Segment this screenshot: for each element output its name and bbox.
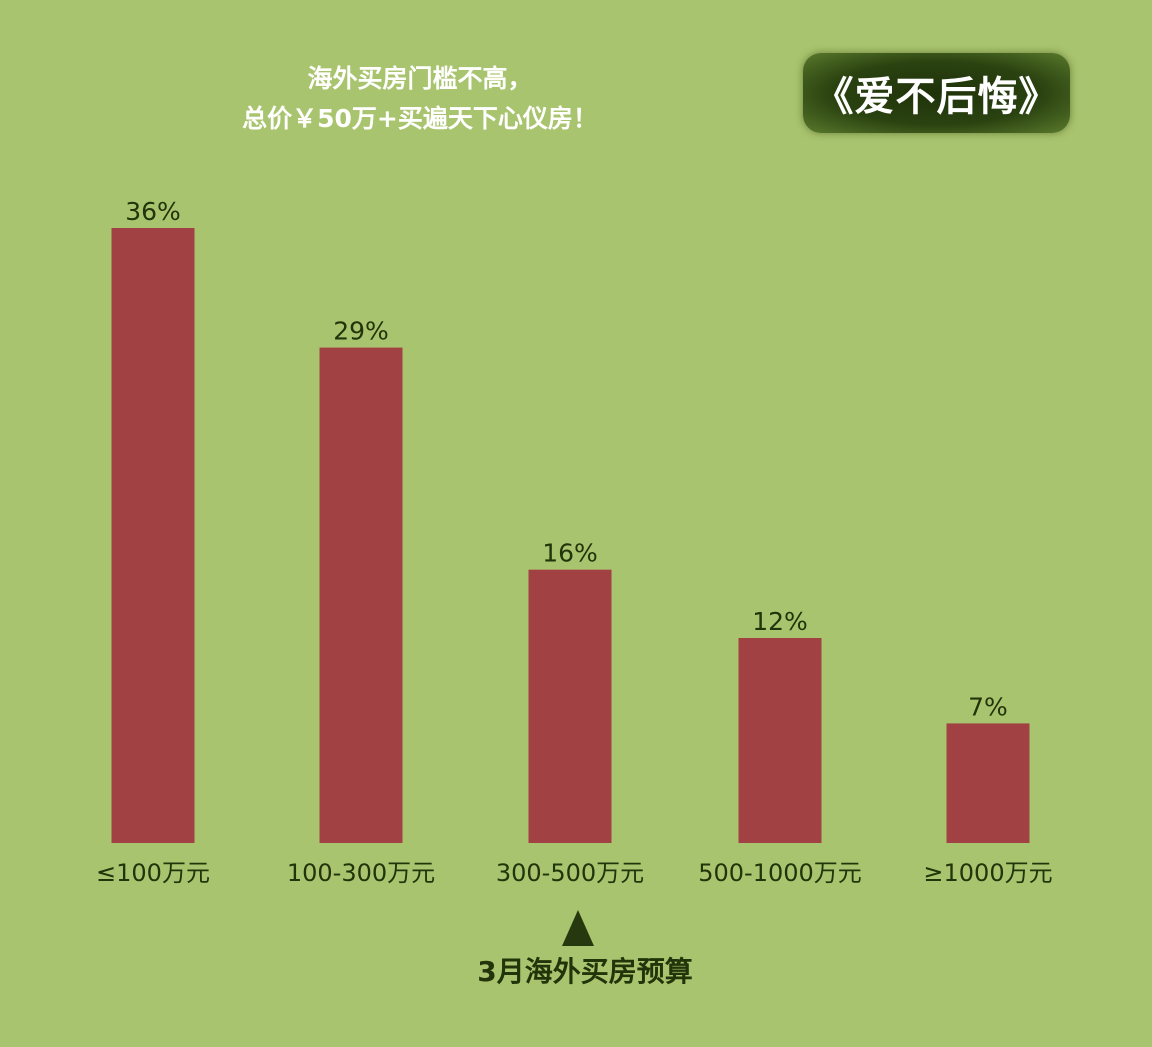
category-label-3: 500-1000万元: [698, 859, 862, 887]
category-label-1: 100-300万元: [287, 859, 435, 887]
category-label-4: ≥1000万元: [923, 859, 1052, 887]
subtitle-line-2: 总价￥50万+买遍天下心仪房！: [242, 104, 598, 133]
bar-4: [946, 723, 1030, 843]
x-axis-caption: 3月海外买房预算: [477, 955, 693, 988]
value-label-0: 36%: [125, 197, 181, 226]
value-label-2: 16%: [542, 539, 598, 568]
category-label-2: 300-500万元: [496, 859, 644, 887]
highlight-arrow-icon: [562, 910, 594, 946]
bar-3: [738, 638, 822, 843]
bar-0: [111, 228, 195, 843]
subtitle-line-1: 海外买房门槛不高，: [307, 64, 533, 93]
badge-text: 《爱不后悔》: [813, 74, 1060, 120]
title-badge: 《爱不后悔》: [803, 53, 1070, 133]
category-label-0: ≤100万元: [96, 859, 210, 887]
value-label-3: 12%: [752, 607, 808, 636]
value-label-4: 7%: [968, 692, 1008, 721]
bar-2: [528, 569, 612, 843]
value-label-1: 29%: [333, 317, 389, 346]
bar-chart: 36% ≤100万元 29% 100-300万元 16% 300-500万元 12% 500-…: [96, 197, 1053, 887]
bar-1: [319, 347, 403, 843]
